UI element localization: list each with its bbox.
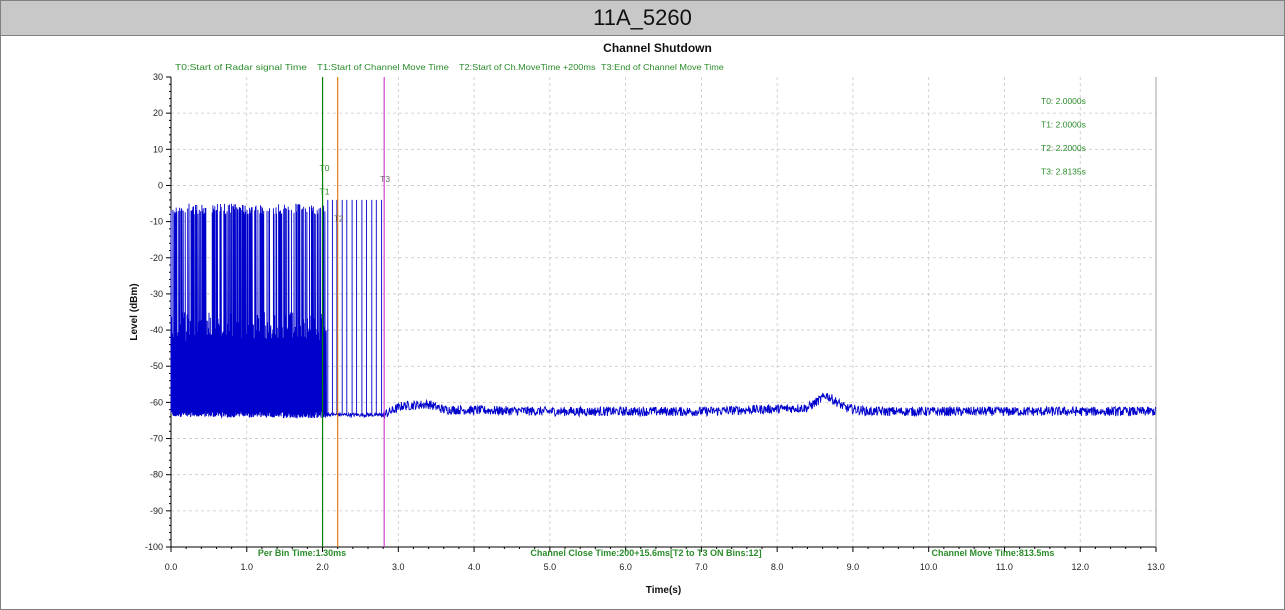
marker-label-t0: T0 xyxy=(320,163,330,173)
marker-label-t3: T3 xyxy=(380,174,390,184)
x-tick-label: 9.0 xyxy=(847,562,860,572)
y-tick-label: -20 xyxy=(150,253,163,263)
x-tick-label: 1.0 xyxy=(241,562,254,572)
marker-readout: T0: 2.0000s xyxy=(1041,96,1086,106)
x-tick-label: 2.0 xyxy=(316,562,329,572)
x-tick-label: 11.0 xyxy=(996,562,1013,572)
marker-label-t2: T2 xyxy=(334,214,344,224)
y-tick-label: -80 xyxy=(150,470,163,480)
grid-lines xyxy=(171,77,1156,547)
x-tick-label: 6.0 xyxy=(619,562,632,572)
chart-title: Channel Shutdown xyxy=(603,41,712,55)
x-tick-label: 0.0 xyxy=(165,562,178,572)
y-tick-label: 0 xyxy=(158,180,163,190)
x-tick-label: 4.0 xyxy=(468,562,481,572)
marker-readout: T1: 2.0000s xyxy=(1041,120,1086,130)
bottom-annotation: Channel Move Time:813.5ms xyxy=(932,548,1055,558)
y-axis-label: Level (dBm) xyxy=(129,283,140,340)
y-tick-label: -30 xyxy=(150,289,163,299)
y-tick-label: 30 xyxy=(153,72,163,82)
x-tick-label: 12.0 xyxy=(1071,562,1089,572)
y-tick-label: -90 xyxy=(150,506,163,516)
bottom-annotation: Channel Close Time:200+15.6ms[T2 to T3 O… xyxy=(530,548,761,558)
window-title: 11A_5260 xyxy=(593,5,692,30)
y-tick-label: 10 xyxy=(153,144,163,154)
x-tick-label: 5.0 xyxy=(544,562,557,572)
x-tick-label: 3.0 xyxy=(392,562,405,572)
y-tick-label: -40 xyxy=(150,325,163,335)
x-tick-label: 13.0 xyxy=(1147,562,1165,572)
x-axis-label: Time(s) xyxy=(646,585,681,596)
legend-label-t3: T3:End of Channel Move Time xyxy=(601,62,724,72)
legend-label-t1: T1:Start of Channel Move Time xyxy=(317,62,449,72)
y-tick-label: -100 xyxy=(145,542,163,552)
y-tick-label: -70 xyxy=(150,434,163,444)
y-tick-label: -50 xyxy=(150,361,163,371)
marker-label-t1: T1 xyxy=(320,187,330,197)
bottom-annotation: Per Bin Time:1.30ms xyxy=(258,548,346,558)
marker-readout: T3: 2.8135s xyxy=(1041,167,1086,177)
signal-trace xyxy=(170,199,1157,419)
marker-readout: T2: 2.2000s xyxy=(1041,143,1086,153)
x-tick-label: 10.0 xyxy=(920,562,938,572)
legend-label-t0: T0:Start of Radar signal Time xyxy=(175,62,307,72)
window-title-bar: 11A_5260 xyxy=(1,1,1284,36)
legend-label-t2: T2:Start of Ch.MoveTime +200ms xyxy=(459,62,596,72)
y-tick-label: -60 xyxy=(150,397,163,407)
x-tick-label: 7.0 xyxy=(695,562,708,572)
y-tick-label: -10 xyxy=(150,217,163,227)
x-tick-label: 8.0 xyxy=(771,562,784,572)
y-tick-label: 20 xyxy=(153,108,163,118)
